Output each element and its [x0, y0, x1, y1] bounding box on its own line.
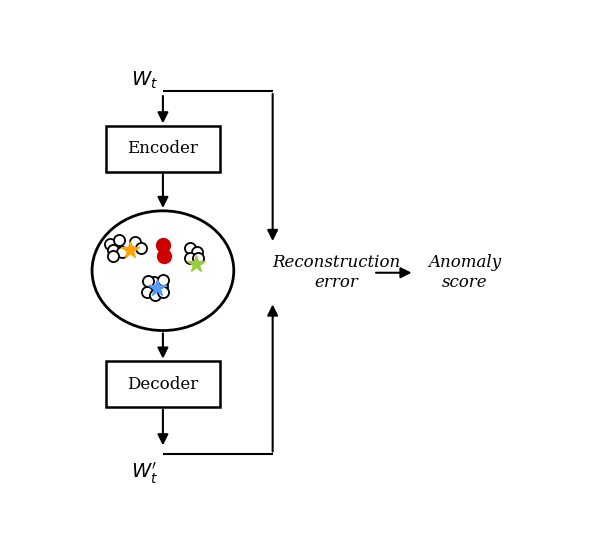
Bar	[106, 361, 220, 407]
Bar	[106, 126, 220, 172]
Text: $W_t^{\prime}$: $W_t^{\prime}$	[131, 460, 158, 486]
Ellipse shape	[92, 211, 234, 331]
Text: Encoder: Encoder	[127, 140, 198, 158]
Text: Reconstruction
error: Reconstruction error	[273, 255, 401, 291]
Text: Decoder: Decoder	[127, 376, 199, 393]
Text: $W_t$: $W_t$	[131, 70, 158, 91]
Text: Anomaly
score: Anomaly score	[428, 255, 502, 291]
